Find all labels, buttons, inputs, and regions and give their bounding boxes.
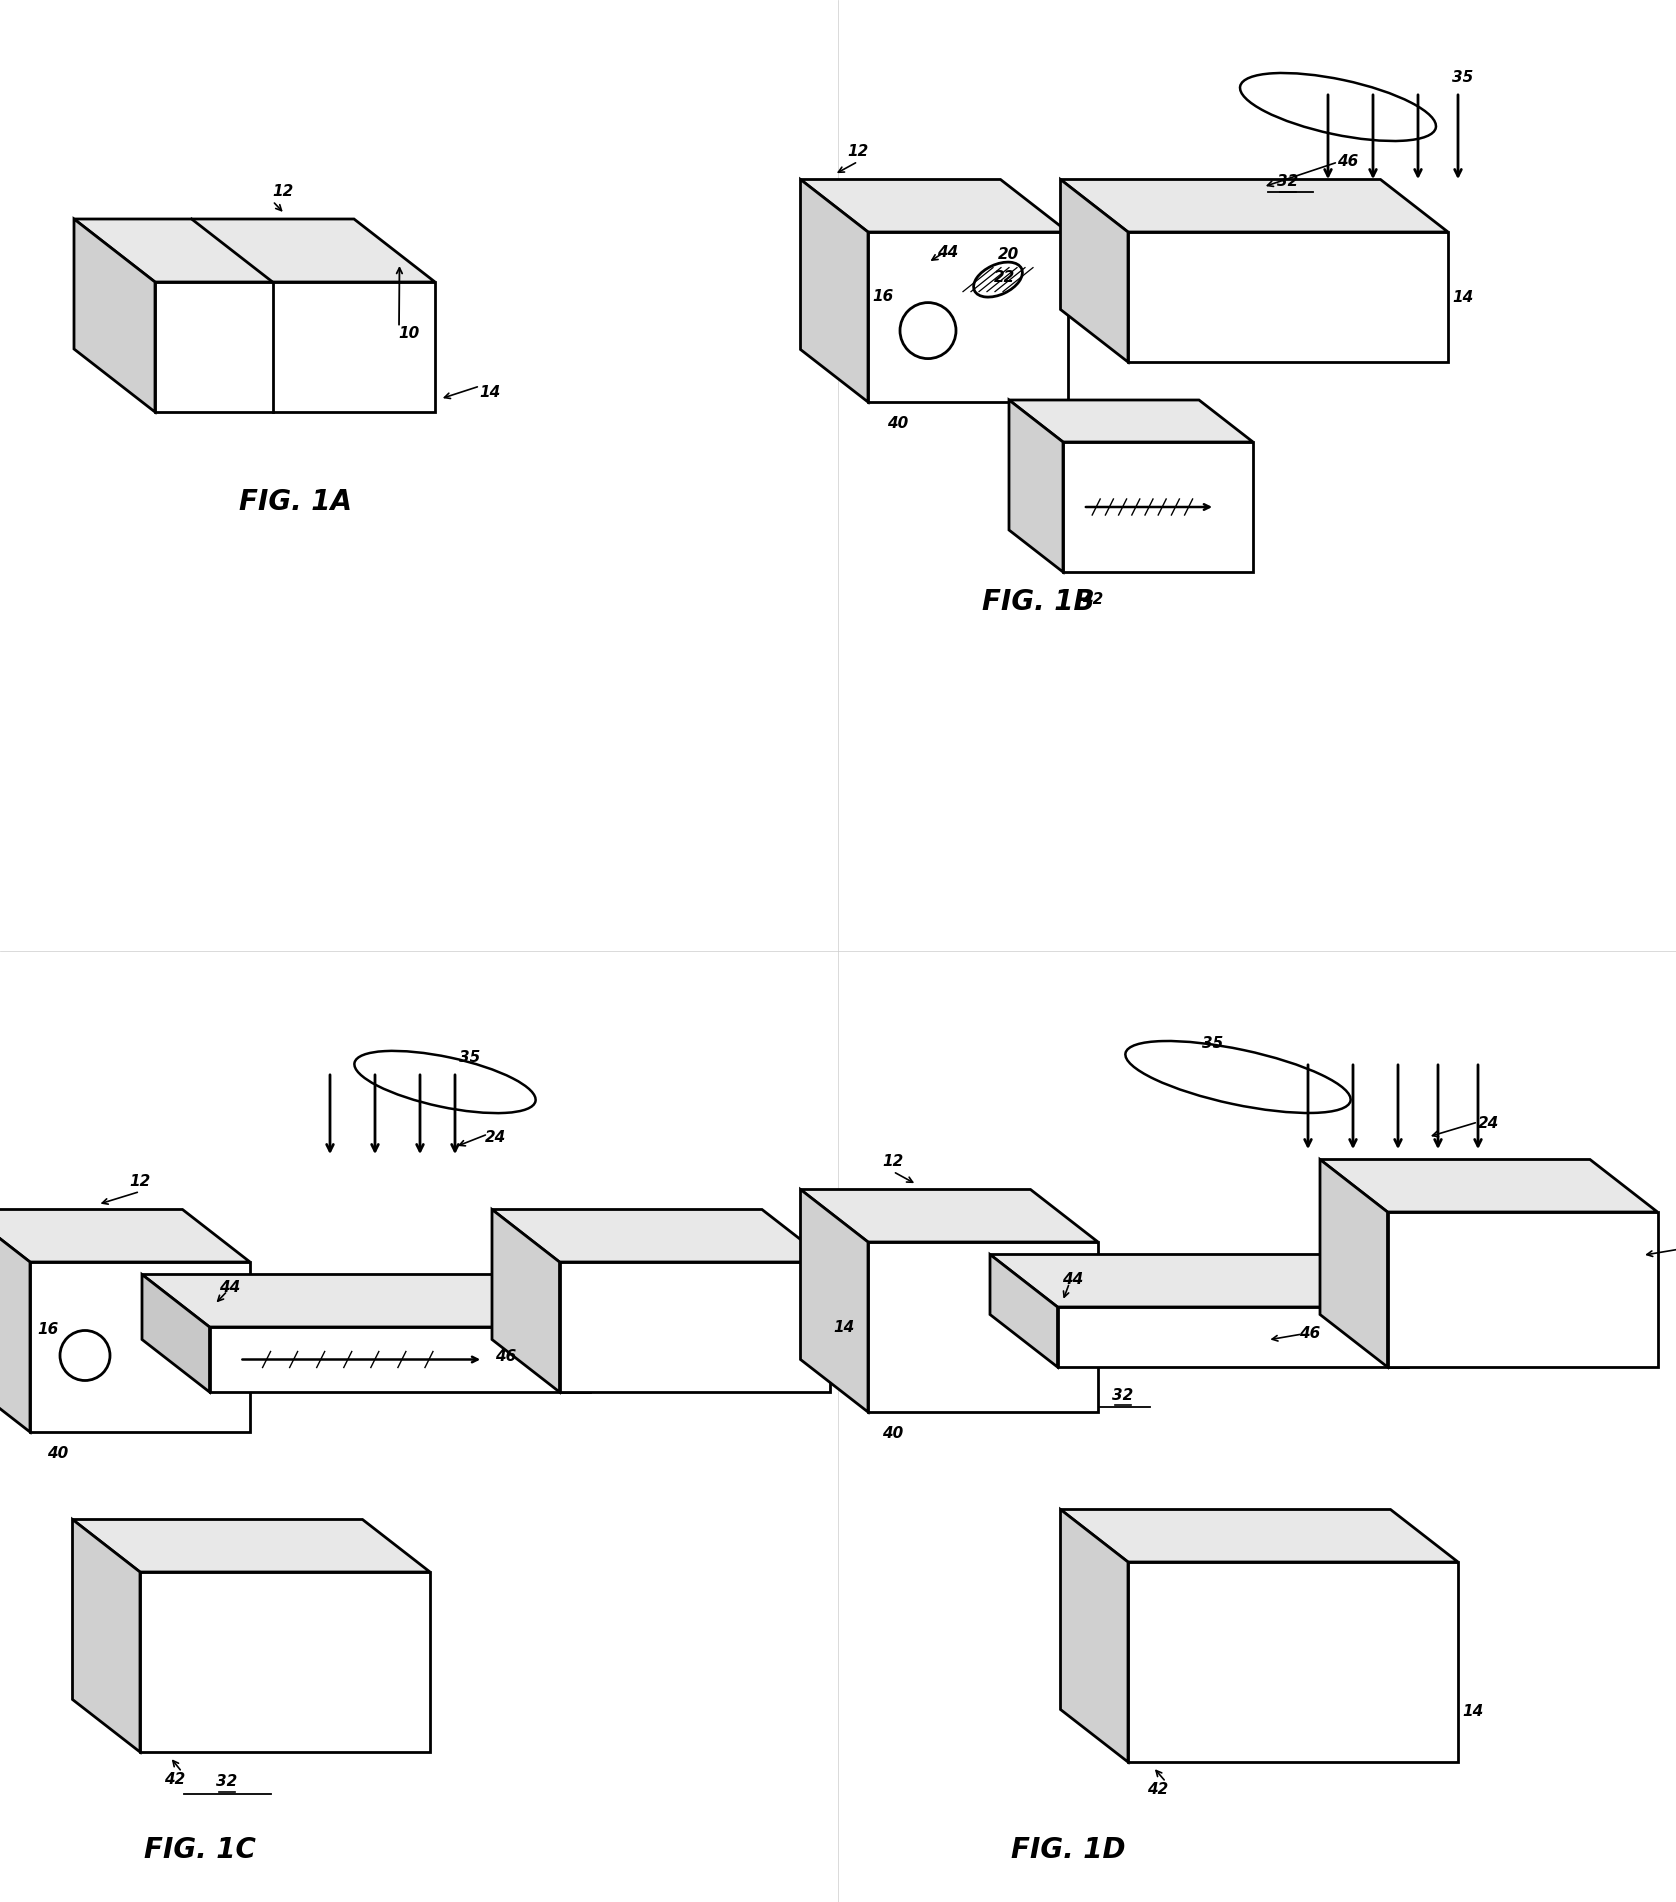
Polygon shape — [991, 1255, 1058, 1368]
Polygon shape — [154, 281, 436, 413]
Polygon shape — [142, 1274, 590, 1328]
Polygon shape — [493, 1210, 830, 1263]
Polygon shape — [1061, 1510, 1128, 1761]
Text: 12: 12 — [272, 183, 293, 198]
Text: 22: 22 — [994, 270, 1014, 285]
Polygon shape — [1063, 441, 1254, 573]
Text: 12: 12 — [129, 1174, 151, 1189]
Polygon shape — [1388, 1212, 1658, 1368]
Text: 14: 14 — [479, 384, 501, 399]
Polygon shape — [1058, 1307, 1408, 1368]
Polygon shape — [1061, 179, 1128, 361]
Polygon shape — [868, 1242, 1098, 1411]
Polygon shape — [801, 179, 1068, 232]
Text: 24: 24 — [1477, 1116, 1498, 1132]
Polygon shape — [74, 219, 436, 281]
Polygon shape — [1061, 179, 1448, 232]
Text: 35: 35 — [1453, 70, 1473, 84]
Polygon shape — [0, 1210, 30, 1432]
Text: 35: 35 — [459, 1050, 481, 1065]
Text: 35: 35 — [1202, 1037, 1223, 1052]
Text: FIG. 1C: FIG. 1C — [144, 1835, 256, 1864]
Polygon shape — [801, 1189, 868, 1411]
Polygon shape — [1321, 1160, 1388, 1368]
Text: 32: 32 — [1113, 1387, 1133, 1402]
Text: 14: 14 — [1461, 1704, 1483, 1719]
Polygon shape — [1061, 1510, 1458, 1562]
Text: 46: 46 — [1299, 1326, 1321, 1341]
Polygon shape — [72, 1520, 141, 1752]
Polygon shape — [142, 1274, 210, 1392]
Polygon shape — [1009, 399, 1063, 573]
Polygon shape — [1128, 232, 1448, 361]
Text: 42: 42 — [1148, 1782, 1168, 1797]
Polygon shape — [991, 1255, 1408, 1307]
Polygon shape — [74, 219, 154, 413]
Text: 40: 40 — [887, 417, 908, 432]
Text: 44: 44 — [1063, 1272, 1083, 1288]
Polygon shape — [210, 1328, 590, 1392]
Text: 20: 20 — [997, 247, 1019, 262]
Text: FIG. 1B: FIG. 1B — [982, 588, 1094, 616]
Text: 40: 40 — [882, 1426, 903, 1442]
Text: FIG. 1D: FIG. 1D — [1011, 1835, 1125, 1864]
Text: 46: 46 — [496, 1349, 516, 1364]
Text: 44: 44 — [937, 245, 959, 261]
Polygon shape — [72, 1520, 431, 1571]
Text: 32: 32 — [216, 1775, 238, 1790]
Ellipse shape — [974, 262, 1022, 297]
Text: 40: 40 — [47, 1447, 69, 1461]
Text: 24: 24 — [484, 1130, 506, 1145]
Text: 42: 42 — [1083, 593, 1103, 607]
Polygon shape — [0, 1210, 250, 1263]
Text: 10: 10 — [399, 327, 419, 342]
Text: 14: 14 — [1451, 289, 1473, 304]
Polygon shape — [1128, 1562, 1458, 1761]
Polygon shape — [493, 1210, 560, 1392]
Text: 46: 46 — [1337, 154, 1359, 169]
Text: 14: 14 — [833, 1320, 855, 1335]
Text: 12: 12 — [848, 145, 868, 160]
Polygon shape — [30, 1263, 250, 1432]
Polygon shape — [560, 1263, 830, 1392]
Text: FIG. 1A: FIG. 1A — [238, 489, 352, 515]
Text: 44: 44 — [220, 1280, 240, 1295]
Text: 16: 16 — [873, 289, 893, 304]
Text: 12: 12 — [882, 1155, 903, 1170]
Polygon shape — [801, 1189, 1098, 1242]
Polygon shape — [868, 232, 1068, 401]
Polygon shape — [1321, 1160, 1658, 1212]
Polygon shape — [141, 1571, 431, 1752]
Text: 42: 42 — [164, 1773, 186, 1788]
Polygon shape — [1009, 399, 1254, 441]
Text: 16: 16 — [37, 1322, 59, 1337]
Polygon shape — [801, 179, 868, 401]
Text: 32: 32 — [1277, 175, 1299, 190]
